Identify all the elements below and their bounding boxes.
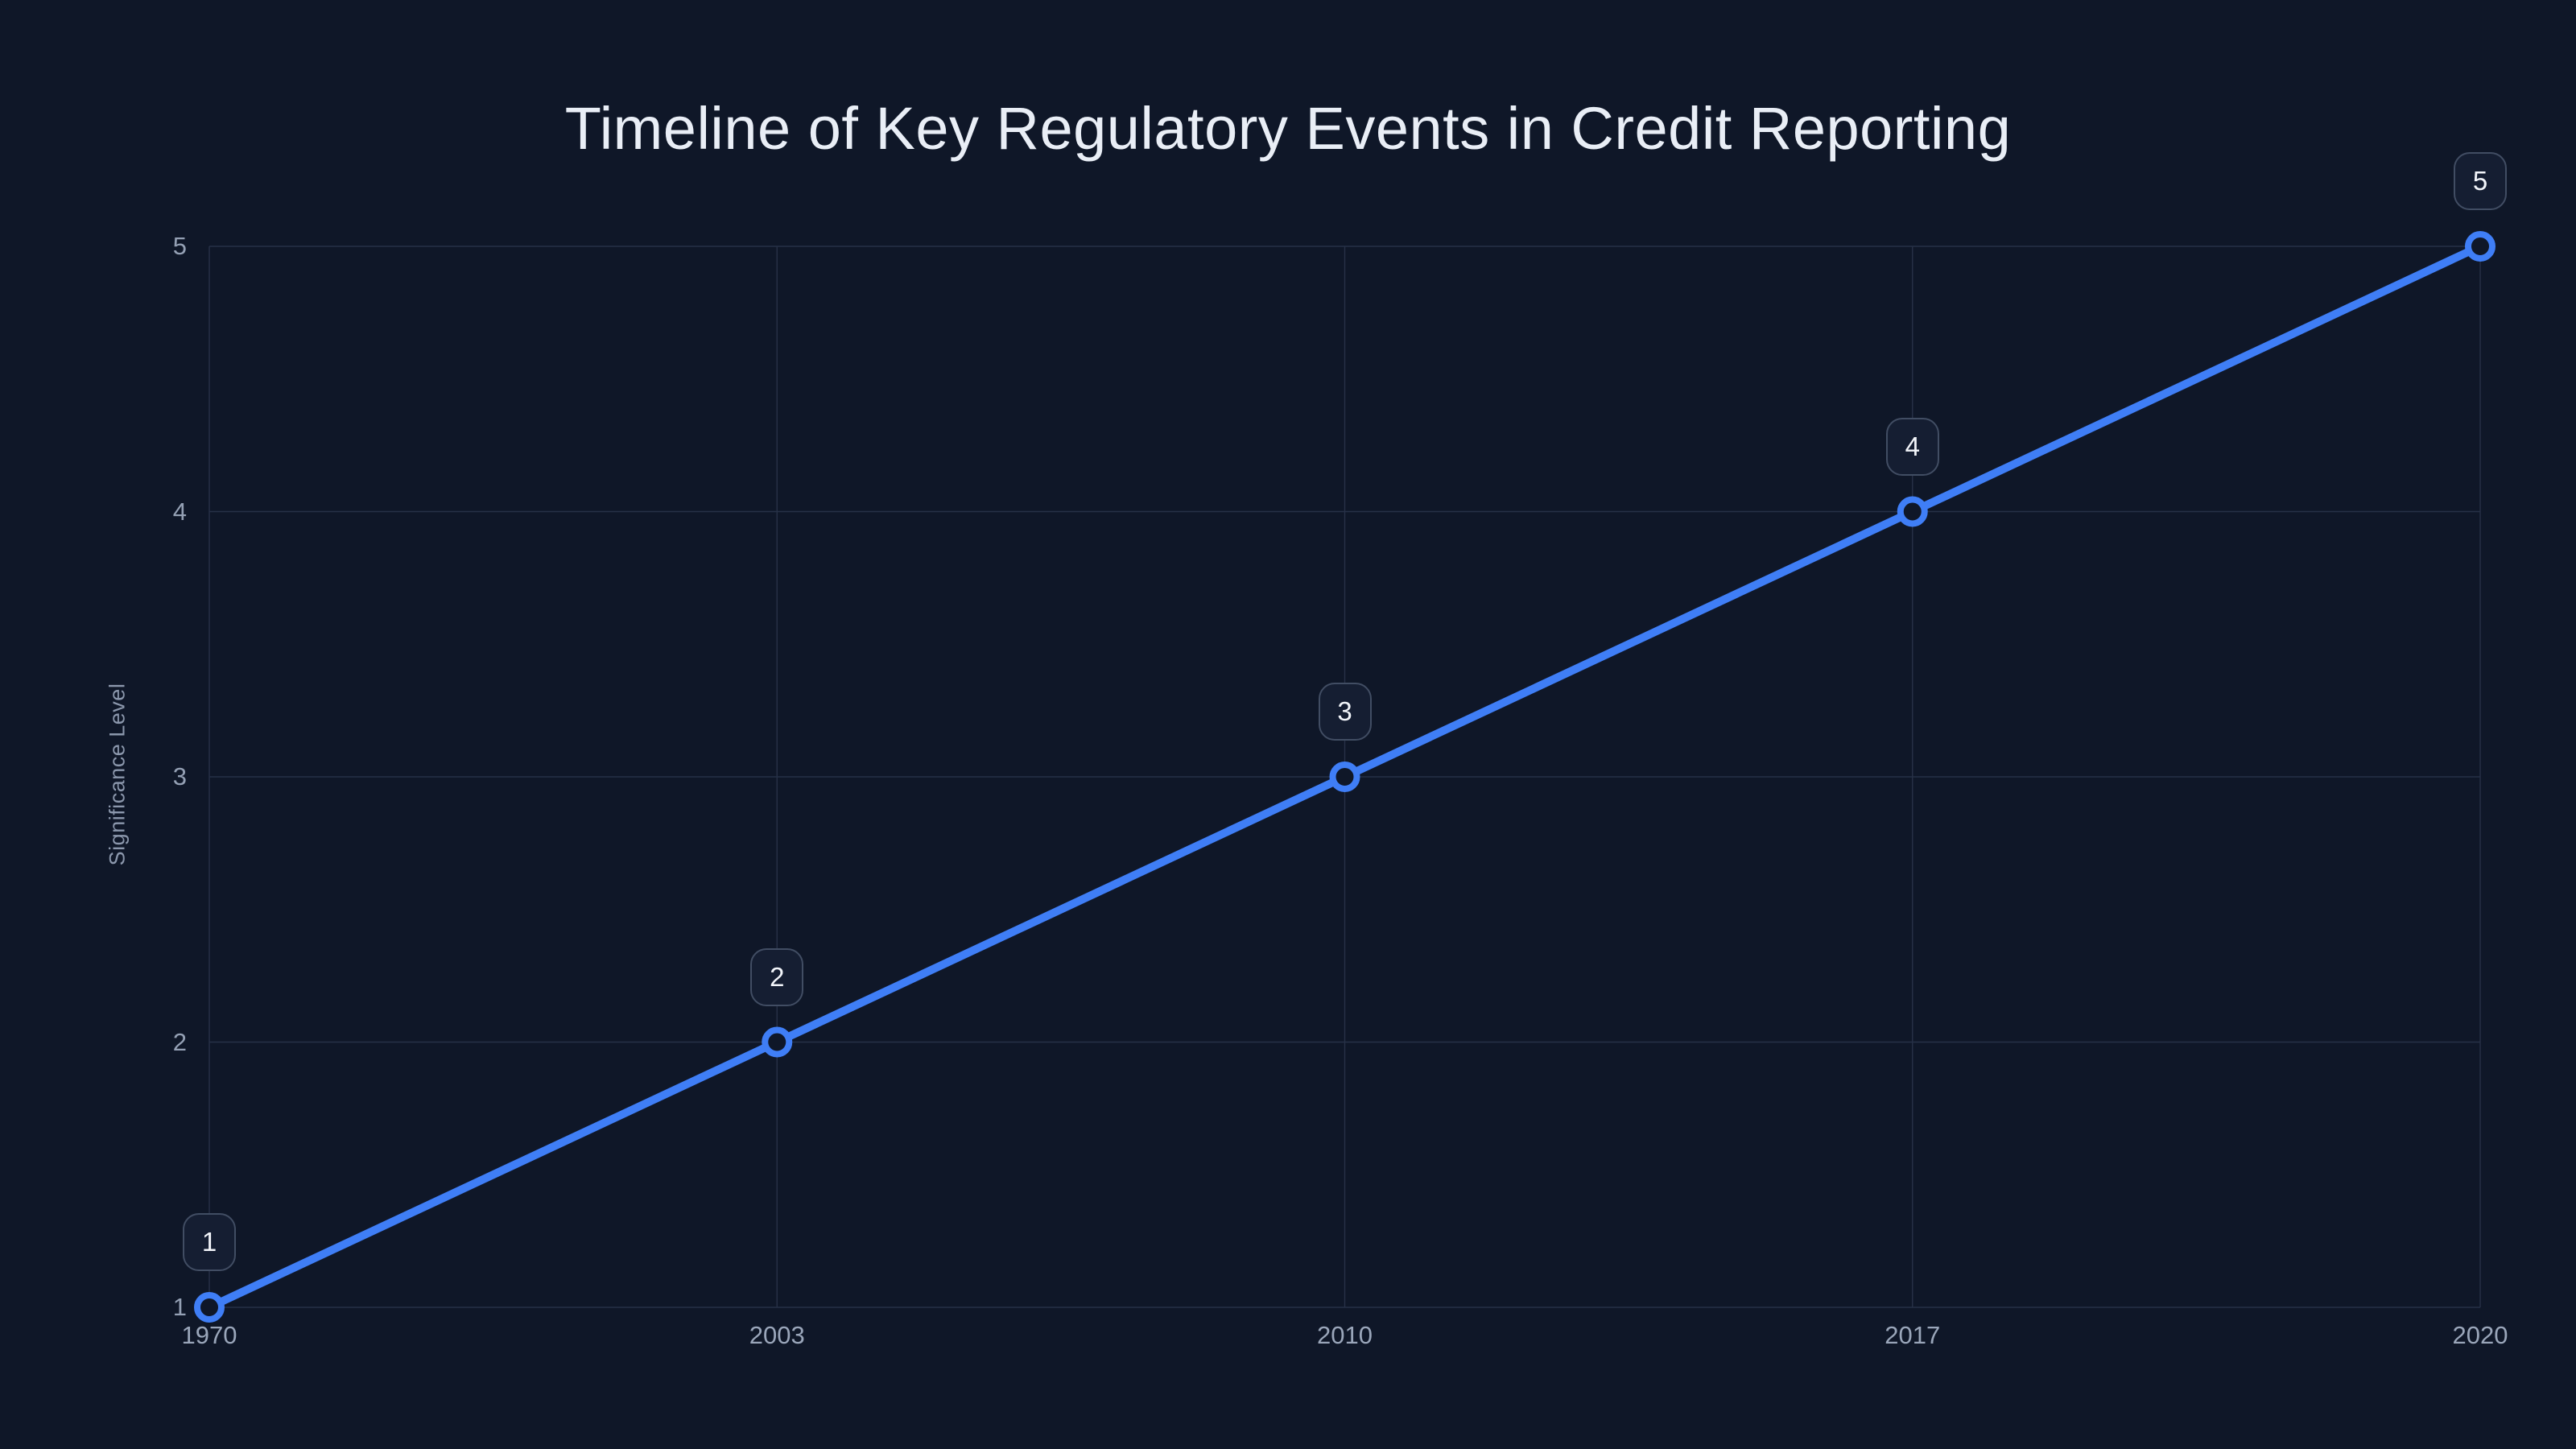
point-label-badge: 4 [1885,417,1939,476]
x-tick-label: 2010 [1317,1321,1373,1349]
x-tick-label: 2020 [2452,1321,2508,1349]
data-point-marker[interactable] [2465,231,2496,262]
data-point-marker[interactable] [1897,496,1928,527]
point-label-badge: 3 [1318,683,1372,741]
x-tick-label: 1970 [181,1321,237,1349]
data-point-marker[interactable] [762,1026,793,1058]
y-tick-label: 1 [172,1293,187,1321]
y-tick-label: 2 [172,1027,187,1056]
point-label-badge: 5 [2454,152,2507,210]
x-tick-label: 2003 [749,1321,805,1349]
y-tick-label: 3 [172,762,187,791]
y-tick-label: 4 [172,497,187,526]
point-label-badge: 2 [750,947,804,1006]
chart-title: Timeline of Key Regulatory Events in Cre… [564,95,2012,162]
data-point-marker[interactable] [194,1292,225,1323]
x-tick-label: 2017 [1885,1321,1941,1349]
point-label-badge: 1 [183,1213,236,1271]
data-point-marker[interactable] [1329,762,1360,792]
y-tick-label: 5 [172,232,187,260]
